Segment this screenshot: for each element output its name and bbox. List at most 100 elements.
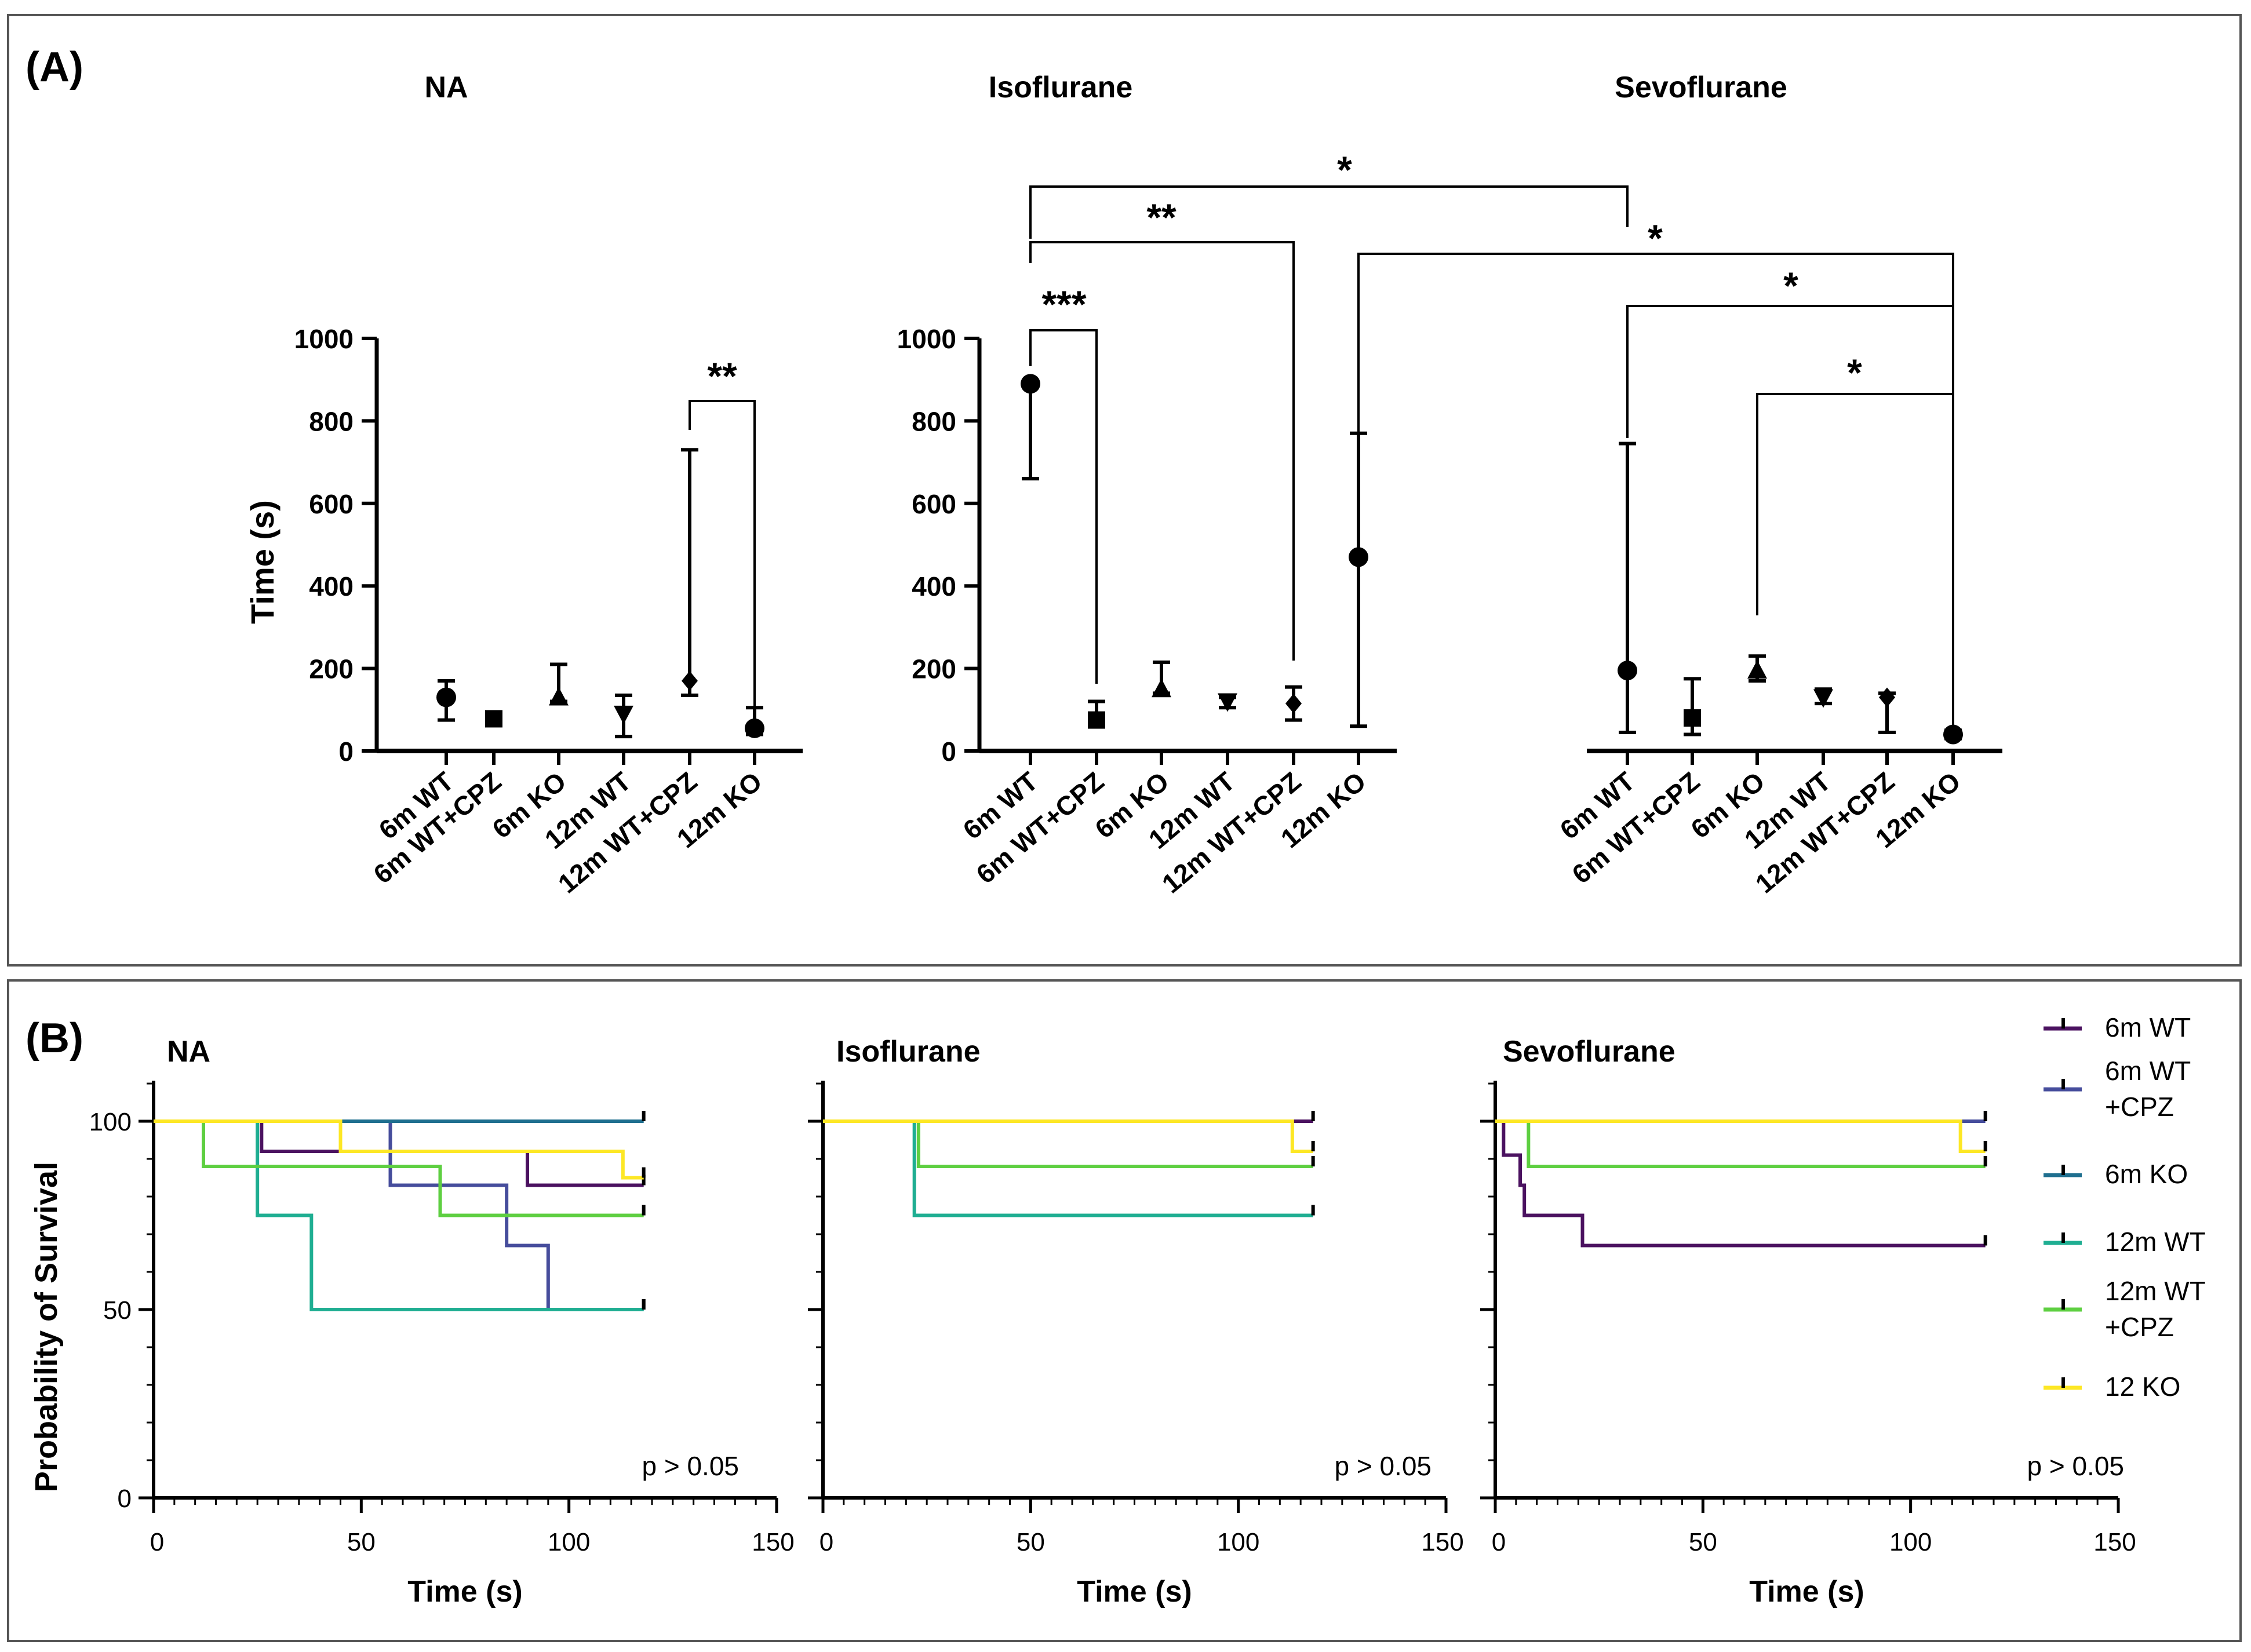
y-tick-label: 200 bbox=[912, 654, 956, 684]
legend-item: 12m WT +CPZ bbox=[2044, 1276, 2206, 1342]
plot-title: Sevoflurane bbox=[1615, 71, 1787, 104]
x-tick-label: 50 bbox=[1017, 1528, 1045, 1556]
legend-item: 6m WT +CPZ bbox=[2044, 1056, 2191, 1122]
x-tick-label: 100 bbox=[1889, 1528, 1932, 1556]
significance-label: * bbox=[1783, 264, 1798, 307]
p-value-annotation: p > 0.05 bbox=[1334, 1451, 1432, 1481]
legend-item: 6m WT bbox=[2044, 1012, 2191, 1042]
significance-label: ** bbox=[1146, 196, 1177, 239]
y-tick-label: 600 bbox=[912, 489, 956, 519]
significance-bracket bbox=[1756, 393, 1954, 732]
km-plot-2: Isoflurane 0 50 100 150 Time (s) p > 0.05 bbox=[808, 1035, 1464, 1609]
median-point bbox=[1943, 724, 1963, 745]
y-tick-label: 0 bbox=[118, 1485, 132, 1513]
x-tick-label: 150 bbox=[1421, 1528, 1463, 1556]
median-point bbox=[1618, 661, 1637, 681]
legend-label: +CPZ bbox=[2105, 1312, 2174, 1342]
survival-curve bbox=[823, 1119, 1313, 1217]
legend-label: +CPZ bbox=[2105, 1092, 2174, 1122]
significance-label: * bbox=[1847, 351, 1862, 394]
y-tick-label: 400 bbox=[912, 571, 956, 601]
survival-curve bbox=[154, 1119, 644, 1187]
x-axis-title: Time (s) bbox=[1749, 1575, 1864, 1609]
y-tick-label: 50 bbox=[103, 1296, 132, 1325]
legend-label: 12 KO bbox=[2105, 1372, 2180, 1402]
significance-bracket bbox=[1029, 329, 1098, 684]
survival-curve bbox=[1495, 1119, 1986, 1248]
significance-brackets: *********** bbox=[689, 148, 1954, 732]
plot-title: Isoflurane bbox=[989, 71, 1133, 104]
x-tick-label: 100 bbox=[1217, 1528, 1259, 1556]
x-axis-title: Time (s) bbox=[407, 1575, 522, 1609]
survival-curve bbox=[823, 1119, 1313, 1153]
y-tick-label: 0 bbox=[338, 736, 354, 767]
survival-curve bbox=[154, 1119, 644, 1217]
panel-b-plots: NA 0 50 100 0 50 100 150 Time (s) p > 0.05 Isoflur… bbox=[89, 1035, 2136, 1609]
median-point bbox=[1684, 709, 1701, 727]
legend-item: 12 KO bbox=[2044, 1372, 2180, 1402]
y-tick-label: 1000 bbox=[294, 324, 354, 354]
median-point bbox=[549, 687, 569, 706]
x-tick-label: 0 bbox=[150, 1528, 164, 1556]
legend-label: 6m WT bbox=[2105, 1012, 2191, 1042]
panel-b-label: (B) bbox=[26, 1015, 83, 1062]
median-point bbox=[485, 710, 502, 728]
survival-curve bbox=[1495, 1119, 1986, 1168]
y-tick-label: 1000 bbox=[897, 324, 956, 354]
x-tick-label: 0 bbox=[819, 1528, 833, 1556]
significance-label: *** bbox=[1041, 283, 1086, 326]
y-tick-label: 200 bbox=[309, 654, 354, 684]
plot-title: Isoflurane bbox=[836, 1035, 981, 1068]
survival-curve bbox=[154, 1119, 644, 1180]
panel-b-frame bbox=[7, 979, 2242, 1642]
plot-title: Sevoflurane bbox=[1503, 1035, 1675, 1068]
median-point bbox=[1218, 693, 1237, 712]
legend-item: 6m KO bbox=[2044, 1159, 2188, 1189]
y-tick-label: 0 bbox=[941, 736, 956, 767]
median-point bbox=[1747, 660, 1767, 679]
p-value-annotation: p > 0.05 bbox=[2027, 1451, 2124, 1481]
legend-label: 12m WT bbox=[2105, 1227, 2206, 1257]
panel-a-label: (A) bbox=[26, 44, 83, 90]
legend: 6m WT 6m WT +CPZ 6m KO 12m WT 12m WT +CPZ 12 KO bbox=[2044, 1012, 2206, 1402]
x-tick-label: 50 bbox=[1689, 1528, 1717, 1556]
legend-item: 12m WT bbox=[2044, 1227, 2206, 1257]
median-point bbox=[1879, 687, 1895, 708]
significance-bracket bbox=[1029, 185, 1629, 239]
x-tick-label: 0 bbox=[1492, 1528, 1506, 1556]
median-point bbox=[1152, 679, 1171, 698]
x-tick-label: 50 bbox=[347, 1528, 376, 1556]
y-tick-label: 800 bbox=[309, 406, 354, 436]
panel-a-y-axis-title: Time (s) bbox=[244, 500, 281, 624]
plot-title: NA bbox=[424, 71, 468, 104]
survival-curve bbox=[823, 1119, 1313, 1168]
km-plot-3: Sevoflurane 0 50 100 150 Time (s) p > 0.05 bbox=[1480, 1035, 2136, 1609]
x-tick-label: 100 bbox=[548, 1528, 590, 1556]
p-value-annotation: p > 0.05 bbox=[642, 1451, 739, 1481]
significance-label: * bbox=[1648, 217, 1663, 260]
significance-bracket bbox=[1357, 253, 1954, 731]
survival-curve bbox=[1495, 1119, 1986, 1153]
median-point bbox=[436, 687, 456, 708]
median-point bbox=[614, 705, 633, 724]
km-plot-1: NA 0 50 100 0 50 100 150 Time (s) p > 0.05 bbox=[89, 1035, 795, 1609]
panel-b-y-axis-title: Probability of Survival bbox=[29, 1162, 64, 1492]
x-tick-label: 150 bbox=[2093, 1528, 2136, 1556]
significance-bracket bbox=[1626, 305, 1954, 732]
legend-label: 12m WT bbox=[2105, 1276, 2206, 1306]
significance-bracket bbox=[1029, 241, 1295, 661]
significance-label: ** bbox=[707, 355, 737, 397]
significance-bracket bbox=[689, 400, 756, 732]
panel-a-frame bbox=[7, 14, 2242, 967]
y-tick-label: 400 bbox=[309, 571, 354, 601]
median-point bbox=[1813, 689, 1833, 708]
y-tick-label: 100 bbox=[89, 1108, 132, 1136]
legend-label: 6m KO bbox=[2105, 1159, 2188, 1189]
median-point bbox=[1088, 711, 1105, 729]
y-tick-label: 800 bbox=[912, 406, 956, 436]
plot-title: NA bbox=[167, 1035, 210, 1068]
